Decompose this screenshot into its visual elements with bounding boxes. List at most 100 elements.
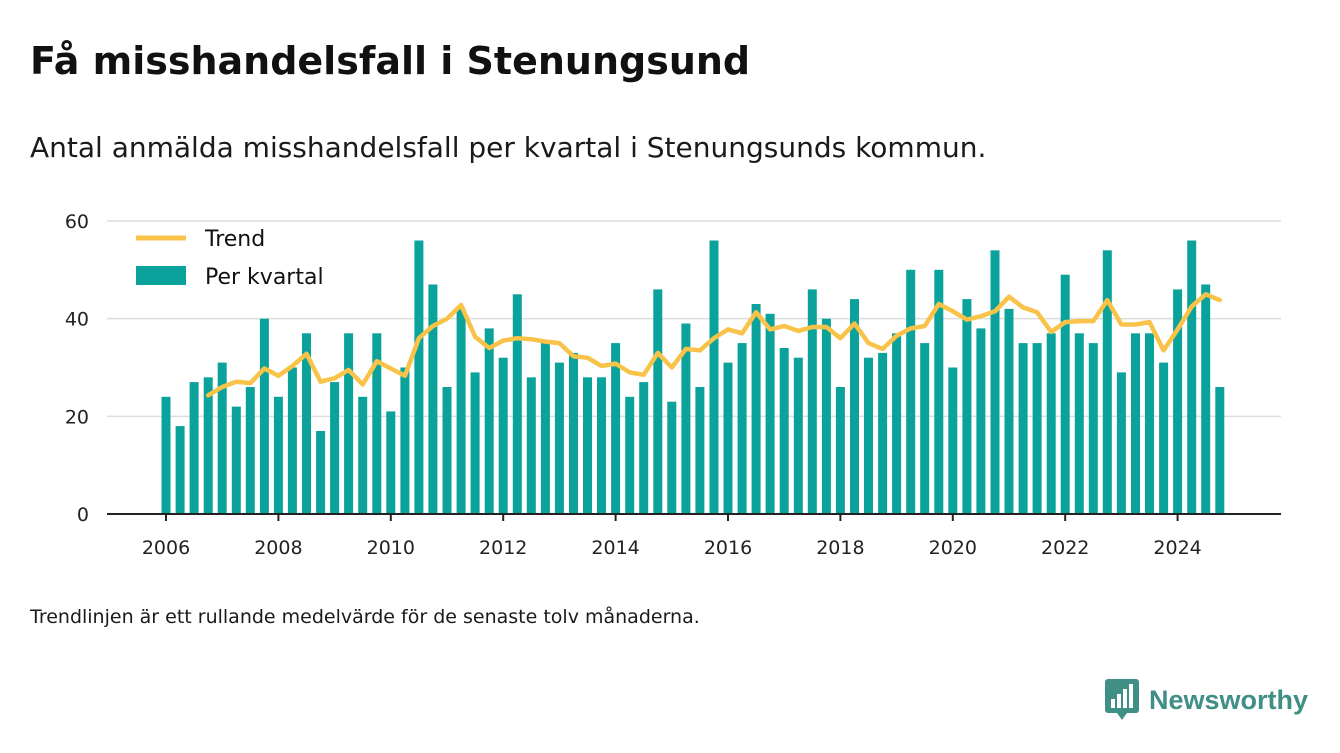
x-tick-label: 2022 (1041, 537, 1089, 559)
bar (737, 343, 747, 514)
bar (526, 377, 536, 514)
bar (835, 387, 845, 514)
bar (372, 333, 382, 514)
bar (245, 387, 255, 514)
bar (709, 240, 719, 514)
bar (302, 333, 311, 514)
bar (681, 323, 691, 514)
bar (653, 289, 663, 514)
bar (330, 382, 340, 514)
x-tick-label: 2008 (254, 537, 302, 559)
legend-bar-label: Per kvartal (205, 265, 324, 290)
legend-bar-swatch (136, 266, 186, 285)
y-tick-label: 20 (65, 406, 89, 428)
chart-subtitle: Antal anmälda misshandelsfall per kvarta… (30, 131, 987, 164)
bar (456, 308, 466, 514)
x-tick-label: 2014 (591, 537, 639, 559)
bar (273, 396, 283, 514)
bar (751, 304, 761, 514)
bar (807, 289, 817, 514)
bar (1215, 387, 1225, 514)
bar (540, 343, 550, 514)
bar (723, 362, 733, 514)
chart-title: Få misshandelsfall i Stenungsund (30, 39, 751, 83)
bar (1088, 343, 1098, 514)
bar (948, 367, 958, 514)
bar (414, 240, 424, 514)
bar (386, 411, 396, 514)
bar (1018, 343, 1028, 514)
bar (906, 269, 916, 514)
bar (1060, 274, 1070, 514)
bar (793, 357, 803, 514)
bars-per-kvartal (161, 240, 1225, 515)
x-tick-label: 2016 (704, 537, 752, 559)
x-tick-label: 2010 (367, 537, 415, 559)
legend-background (120, 222, 342, 302)
bar (161, 396, 171, 514)
bar (217, 362, 227, 514)
brand-name: Newsworthy (1148, 684, 1308, 715)
trend-line (205, 292, 1223, 398)
legend: Trend Per kvartal (120, 222, 342, 302)
y-tick-label: 0 (77, 504, 89, 526)
bar (569, 352, 578, 514)
x-tick-label: 2024 (1153, 537, 1201, 559)
bar (400, 367, 410, 514)
bar (1201, 284, 1211, 514)
bar (1004, 308, 1014, 514)
bar (231, 406, 241, 514)
bar (358, 396, 368, 514)
x-tick-label: 2012 (479, 537, 527, 559)
bar (484, 328, 494, 514)
bar (779, 348, 789, 514)
bar (821, 318, 831, 514)
bar (1116, 372, 1126, 514)
trend-line-group (205, 292, 1223, 398)
bar-chart-bubble-icon (1104, 679, 1139, 720)
y-tick-label: 40 (65, 309, 89, 331)
bar (1074, 333, 1084, 514)
bar (611, 343, 621, 514)
bar (316, 431, 326, 514)
bar (878, 352, 888, 514)
bar (1046, 333, 1056, 514)
x-tick-label: 2020 (929, 537, 977, 559)
bar (583, 377, 592, 514)
y-tick-label: 60 (65, 211, 89, 233)
bar (1159, 362, 1169, 514)
bar (962, 299, 972, 514)
footnote: Trendlinjen är ett rullande medelvärde f… (30, 606, 700, 628)
bar (695, 387, 705, 514)
brand-logo: Newsworthy (1104, 678, 1308, 722)
bar (287, 367, 297, 514)
bar-chart: 0 20 40 60 2006 2008 2010 2012 2014 2016 2018 2020 2… (65, 211, 1281, 559)
bar (892, 333, 902, 514)
bar (765, 313, 775, 514)
bar (428, 284, 438, 514)
bar (512, 294, 522, 515)
bar (667, 401, 677, 514)
bar (1145, 333, 1154, 514)
bar (259, 318, 269, 514)
bar (625, 396, 635, 514)
bar (850, 299, 859, 514)
bar (597, 377, 606, 514)
bar (990, 250, 1000, 515)
bar (1131, 333, 1140, 514)
bar (864, 357, 873, 514)
bar (442, 387, 452, 514)
bar (175, 426, 185, 514)
bar (344, 333, 354, 514)
bar (470, 372, 480, 514)
x-tick-label: 2006 (142, 537, 190, 559)
bar (498, 357, 508, 514)
bar (554, 362, 564, 514)
bar (934, 269, 944, 514)
bar (920, 343, 930, 514)
bar (1187, 240, 1197, 514)
x-tick-label: 2018 (816, 537, 864, 559)
bar (1102, 250, 1112, 515)
bar (976, 328, 986, 514)
bar (189, 382, 199, 514)
